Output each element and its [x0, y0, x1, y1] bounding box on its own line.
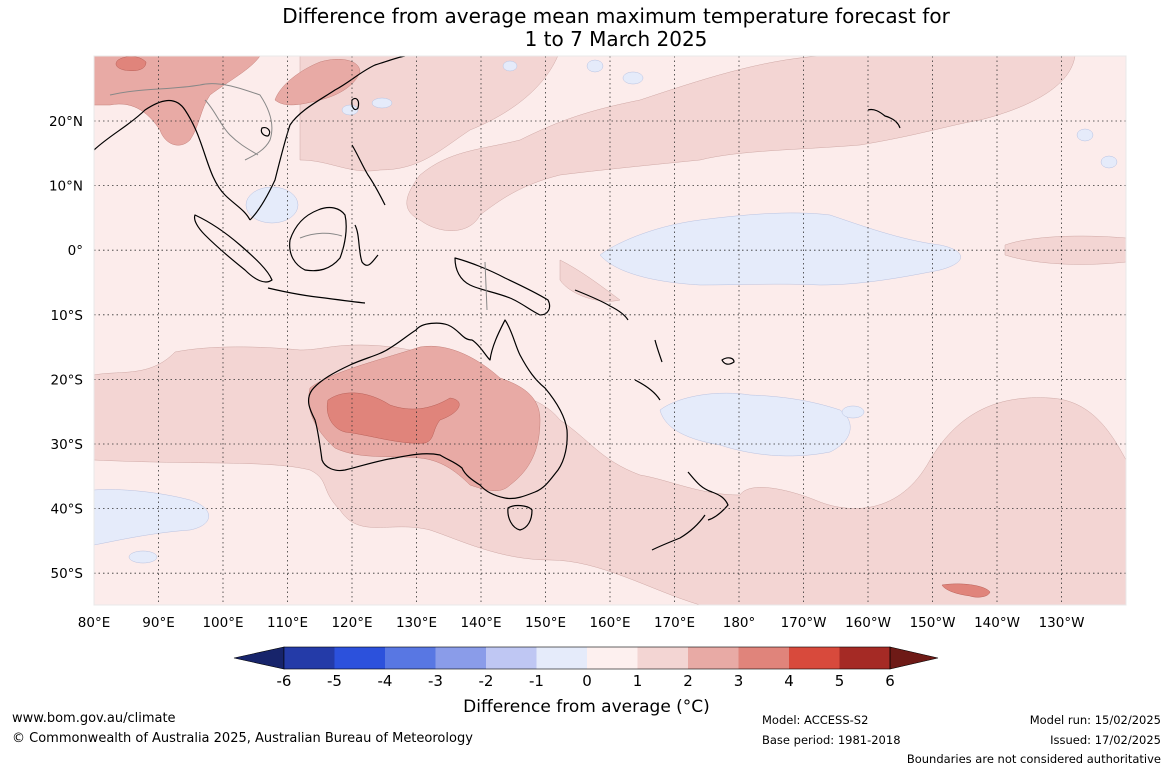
- lat-label: 50°S: [51, 566, 84, 582]
- java-coast: [267, 287, 366, 304]
- colorbar-tick-label: -3: [428, 672, 443, 690]
- colorbar-tick-label: 6: [885, 672, 895, 690]
- colorbar-swatch: [284, 647, 335, 669]
- lon-label: 120°E: [331, 615, 372, 631]
- lon-label: 110°E: [267, 615, 308, 631]
- colorbar-swatch: [334, 647, 385, 669]
- new-zealand-north-coast: [687, 471, 729, 521]
- sumatra-coast: [193, 214, 273, 283]
- lon-label: 170°E: [654, 615, 695, 631]
- vanuatu-coast: [654, 339, 663, 363]
- map-plot-area: [94, 56, 1126, 605]
- colorbar-high-extend: [889, 646, 939, 670]
- lon-label: 180°: [723, 615, 756, 631]
- latitude-labels: 20°N 10°N 0° 10°S 20°S 30°S 40°S 50°S: [49, 114, 83, 582]
- new-zealand-south-coast: [651, 514, 706, 551]
- graticule: [94, 56, 1126, 605]
- colorbar-swatch: [536, 647, 587, 669]
- map-title-line2: 1 to 7 March 2025: [524, 27, 708, 51]
- colorbar-tick-label: 2: [683, 672, 693, 690]
- hainan-coast: [260, 127, 271, 137]
- colorbar-swatch: [688, 647, 739, 669]
- footer-base-period: Base period: 1981-2018: [762, 733, 901, 747]
- lat-label: 20°S: [51, 372, 84, 388]
- colorbar-swatch: [738, 647, 789, 669]
- lon-label: 150°E: [525, 615, 566, 631]
- footer-copyright: © Commonwealth of Australia 2025, Austra…: [12, 731, 473, 746]
- lat-label: 0°: [68, 243, 83, 259]
- lat-label: 40°S: [51, 502, 84, 518]
- new-caledonia-coast: [634, 379, 661, 401]
- colorbar-swatch: [435, 647, 486, 669]
- coastlines: [94, 56, 901, 551]
- lat-label: 10°N: [49, 179, 83, 195]
- longitude-labels: 80°E 90°E 100°E 110°E 120°E 130°E 140°E 150°E 16…: [78, 615, 1085, 631]
- footer-model-run: Model run: 15/02/2025: [1029, 713, 1161, 727]
- colorbar-tick-label: 4: [784, 672, 794, 690]
- colorbar-tick-label: 3: [734, 672, 744, 690]
- footer-model: Model: ACCESS-S2: [762, 713, 869, 727]
- anomaly-3-to-4: [115, 56, 991, 598]
- colorbar-swatch: [789, 647, 840, 669]
- hawaii-coast: [867, 108, 901, 129]
- colorbar-swatch: [839, 647, 890, 669]
- fiji-coast: [721, 357, 735, 365]
- lat-label: 10°S: [51, 308, 84, 324]
- colorbar-label: Difference from average (°C): [463, 697, 710, 717]
- borneo-coast: [289, 206, 347, 272]
- solomon-islands-coast: [574, 289, 629, 321]
- colorbar-tick-label: -6: [277, 672, 292, 690]
- lon-label: 170°W: [781, 615, 827, 631]
- colorbar-swatch: [587, 647, 638, 669]
- footer-issued: Issued: 17/02/2025: [1050, 733, 1161, 747]
- tasmania-coast: [507, 504, 533, 531]
- anomaly-minus1-to-0: [94, 59, 1118, 564]
- lon-label: 160°E: [589, 615, 630, 631]
- country-borders: [109, 83, 488, 311]
- lon-label: 90°E: [142, 615, 174, 631]
- philippines-coast: [351, 144, 386, 206]
- colorbar-tick-label: -1: [529, 672, 544, 690]
- colorbar-tick-label: -2: [479, 672, 494, 690]
- lon-label: 100°E: [202, 615, 243, 631]
- colorbar-tick-label: -5: [327, 672, 342, 690]
- footer-website[interactable]: www.bom.gov.au/climate: [12, 711, 176, 726]
- map-frame: [93, 55, 1127, 606]
- lon-label: 150°W: [910, 615, 956, 631]
- lat-label: 30°S: [51, 437, 84, 453]
- colorbar: -6 -5 -4 -3 -2 -1 0 1 2 3 4 5 6: [233, 646, 939, 690]
- colorbar-tick-label: 1: [633, 672, 643, 690]
- australia-coast: [307, 319, 568, 500]
- footer-disclaimer: Boundaries are not considered authoritat…: [906, 752, 1161, 766]
- colorbar-swatch: [637, 647, 688, 669]
- colorbar-tick-label: 0: [582, 672, 592, 690]
- lon-label: 130°E: [396, 615, 437, 631]
- colorbar-swatch: [385, 647, 436, 669]
- asia-mainland-coast: [94, 56, 406, 221]
- lat-label: 20°N: [49, 114, 83, 130]
- lon-label: 160°W: [845, 615, 891, 631]
- lon-label: 130°W: [1039, 615, 1085, 631]
- lon-label: 80°E: [78, 615, 110, 631]
- map-title-line1: Difference from average mean maximum tem…: [282, 4, 950, 28]
- colorbar-tick-label: 5: [835, 672, 845, 690]
- colorbar-swatch: [486, 647, 537, 669]
- lon-label: 140°W: [974, 615, 1020, 631]
- lon-label: 140°E: [460, 615, 501, 631]
- colorbar-low-extend: [233, 646, 285, 670]
- colorbar-tick-label: -4: [378, 672, 393, 690]
- colorbar-outline: [283, 646, 891, 670]
- sulawesi-coast: [354, 224, 379, 266]
